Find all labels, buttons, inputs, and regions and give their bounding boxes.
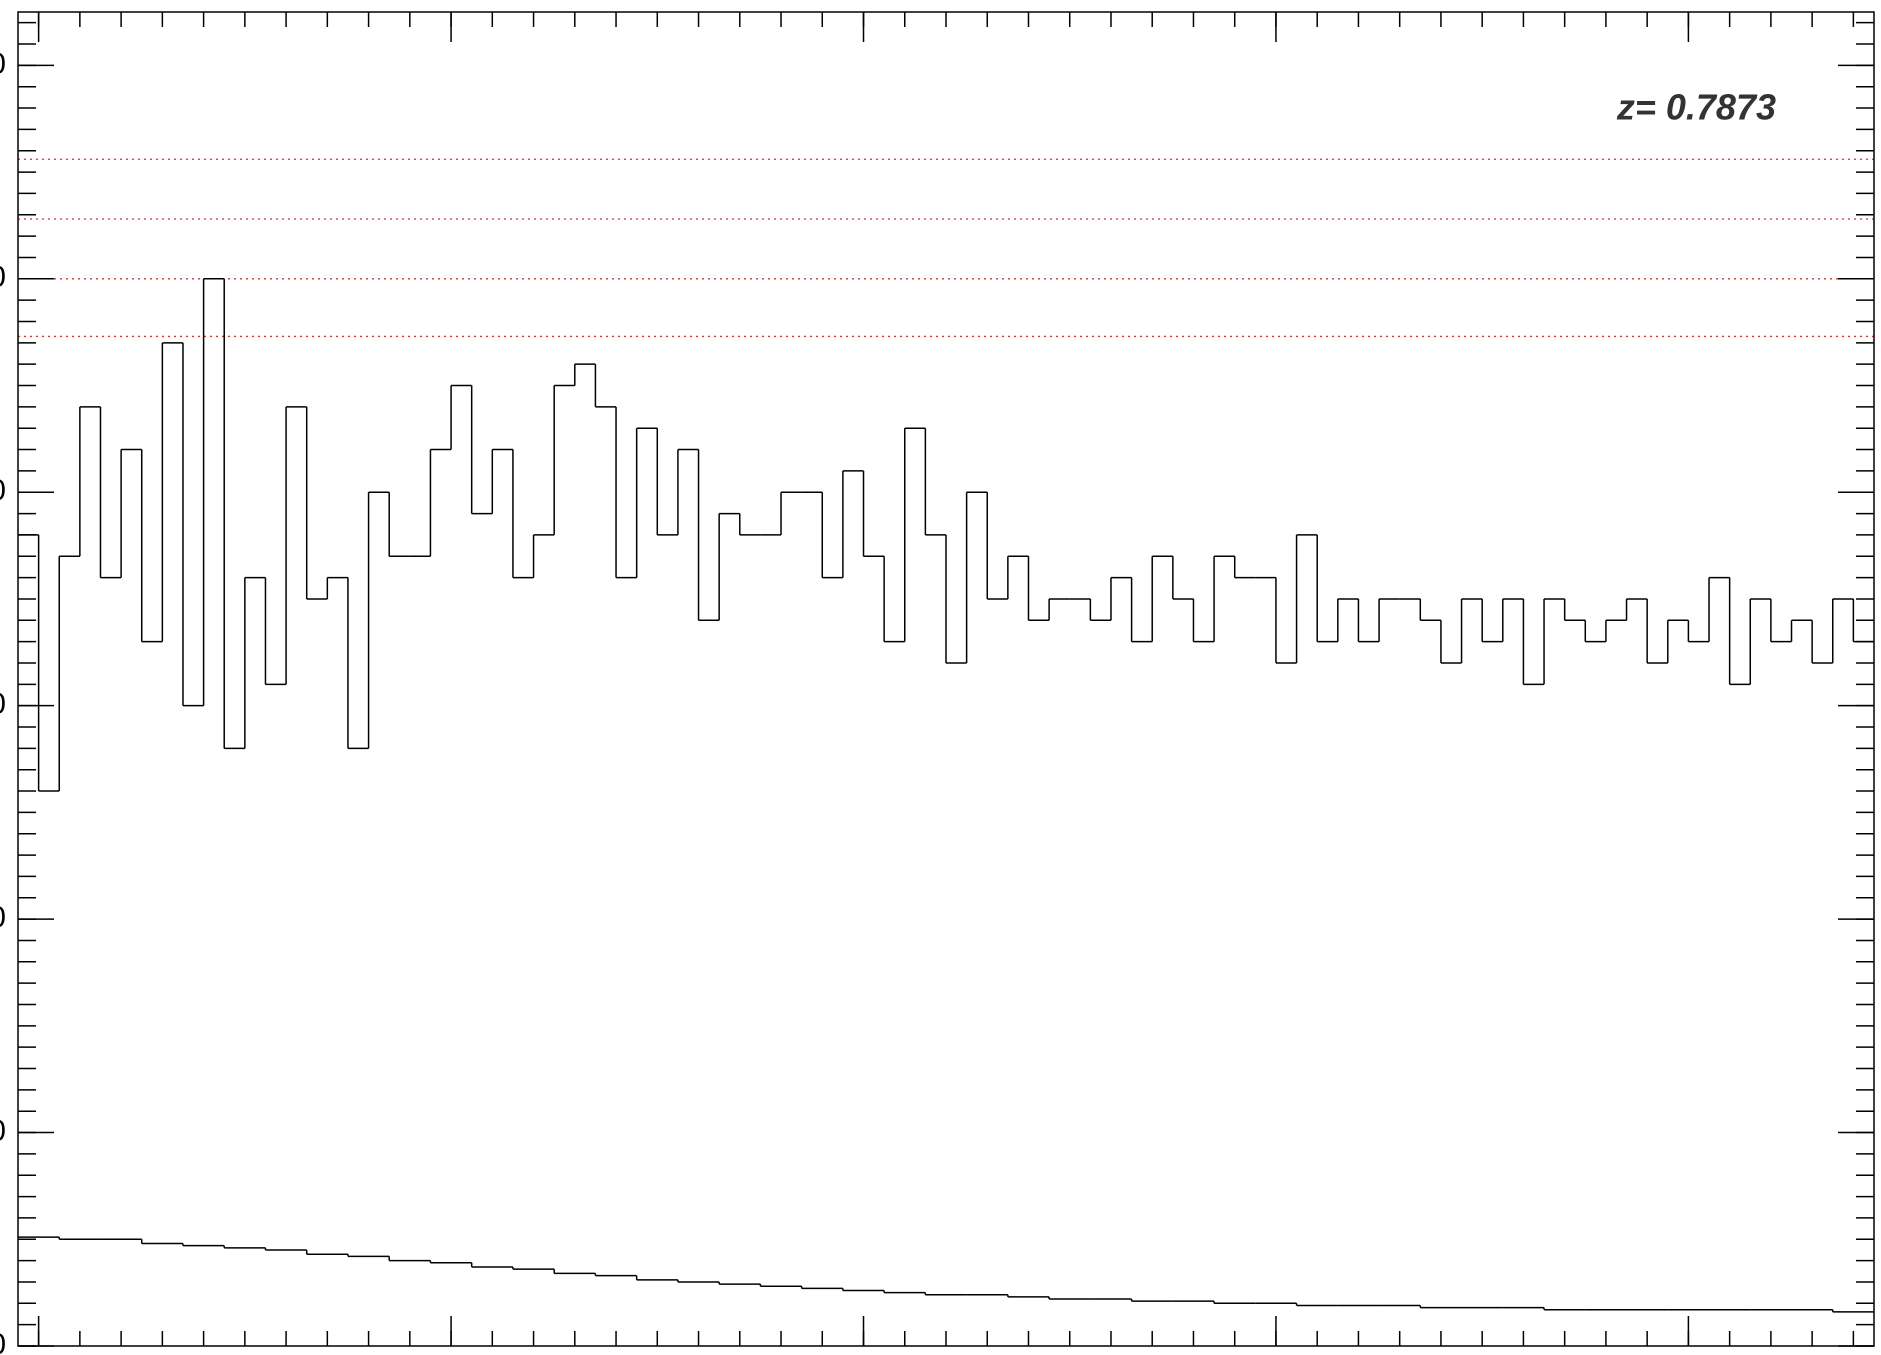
y-tick-label: 30	[0, 688, 6, 721]
y-tick-label: 20	[0, 901, 6, 934]
redshift-annotation: z= 0.7873	[1616, 87, 1776, 128]
plot-frame	[17, 11, 1875, 1347]
y-tick-label: 60	[0, 47, 6, 80]
y-tick-label: 50	[0, 261, 6, 294]
y-tick-label: 40	[0, 474, 6, 507]
y-tick-label: 10	[0, 1114, 6, 1147]
y-tick-label: 0	[0, 1328, 6, 1355]
